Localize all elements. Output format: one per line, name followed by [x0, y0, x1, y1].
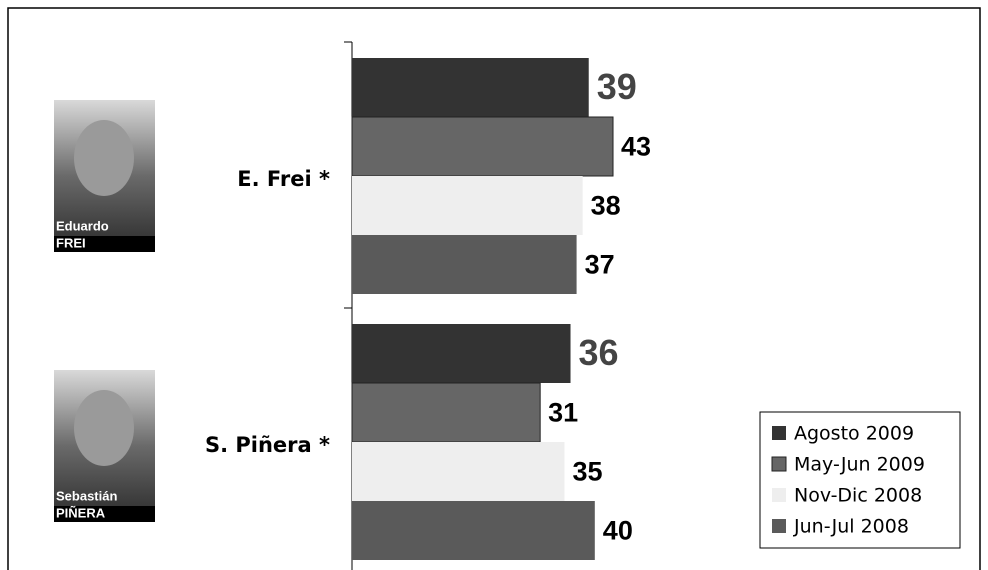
data-label: 35 [572, 457, 602, 487]
legend-swatch [772, 488, 786, 502]
category-label: S. Piñera * [205, 433, 330, 457]
legend-swatch [772, 426, 786, 440]
data-label: 39 [597, 66, 637, 107]
bar [351, 382, 541, 443]
bar [352, 324, 571, 383]
legend-swatch [771, 456, 787, 472]
data-label: 37 [585, 250, 615, 280]
category-label: E. Frei * [237, 167, 330, 191]
photo-face [74, 390, 134, 466]
frame [7, 7, 981, 570]
data-label: 31 [548, 398, 578, 428]
legend-box [759, 411, 961, 549]
data-label: 38 [591, 191, 621, 221]
photo-caption-band [54, 506, 155, 522]
legend-label: Nov-Dic 2008 [794, 485, 922, 507]
photo-caption: FREI [56, 235, 86, 250]
photo-caption-band [54, 236, 155, 252]
bar [352, 176, 583, 235]
bar [351, 116, 614, 177]
photo-caption: Eduardo [56, 218, 109, 233]
data-label: 40 [603, 516, 633, 546]
data-label: 43 [621, 132, 651, 162]
photo-caption: PIÑERA [56, 505, 106, 520]
legend-swatch [772, 519, 786, 533]
bar [352, 501, 595, 560]
bar [352, 442, 565, 501]
legend-label: May-Jun 2009 [794, 454, 925, 476]
data-label: 36 [579, 332, 619, 373]
bar [352, 58, 589, 117]
photo-face [74, 120, 134, 196]
photo-caption: Sebastián [56, 488, 117, 503]
legend-label: Jun-Jul 2008 [793, 516, 909, 538]
legend-label: Agosto 2009 [794, 423, 914, 445]
bar [352, 235, 577, 294]
